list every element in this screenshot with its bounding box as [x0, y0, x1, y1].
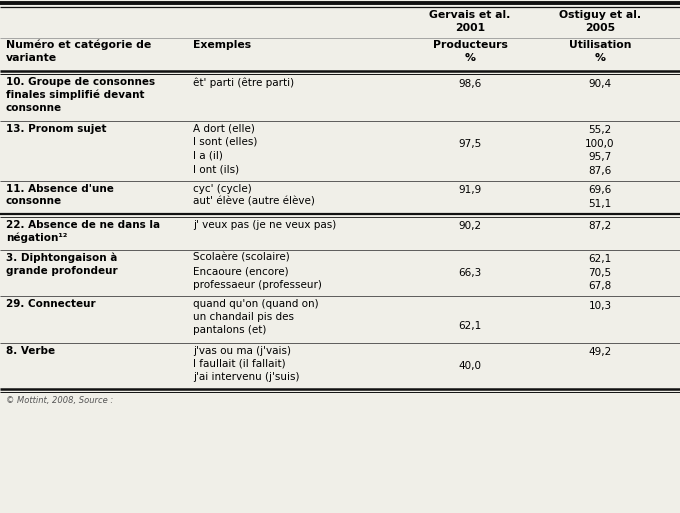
Text: 70,5: 70,5	[588, 268, 611, 278]
Text: I sont (elles): I sont (elles)	[193, 137, 257, 147]
Text: j'ai intervenu (j'suis): j'ai intervenu (j'suis)	[193, 372, 299, 383]
Text: êt' parti (être parti): êt' parti (être parti)	[193, 77, 294, 88]
Text: 67,8: 67,8	[588, 281, 611, 291]
Text: Numéro et catégorie de
variante: Numéro et catégorie de variante	[6, 40, 151, 63]
Text: 40,0: 40,0	[458, 361, 481, 371]
Text: 8. Verbe: 8. Verbe	[6, 345, 55, 356]
Text: I faullait (il fallait): I faullait (il fallait)	[193, 359, 286, 369]
Text: © Mottint, 2008, Source :: © Mottint, 2008, Source :	[6, 396, 114, 405]
Text: 90,4: 90,4	[588, 79, 611, 89]
Text: 49,2: 49,2	[588, 347, 611, 357]
Text: 87,2: 87,2	[588, 221, 611, 231]
Text: 11. Absence d'une
consonne: 11. Absence d'une consonne	[6, 184, 114, 206]
Text: 97,5: 97,5	[458, 139, 481, 149]
Text: 69,6: 69,6	[588, 185, 611, 195]
Text: professaeur (professeur): professaeur (professeur)	[193, 280, 322, 289]
Text: 66,3: 66,3	[458, 268, 481, 278]
Text: Scolaère (scolaire): Scolaère (scolaire)	[193, 252, 290, 263]
Text: I ont (ils): I ont (ils)	[193, 164, 239, 174]
Text: j' veux pas (je ne veux pas): j' veux pas (je ne veux pas)	[193, 220, 336, 229]
Text: Ostiguy et al.
2005: Ostiguy et al. 2005	[559, 10, 641, 33]
Text: 90,2: 90,2	[458, 221, 481, 231]
Text: 29. Connecteur: 29. Connecteur	[6, 299, 96, 309]
Text: 55,2: 55,2	[588, 125, 611, 135]
Text: 62,1: 62,1	[588, 254, 611, 264]
Text: un chandail pis des
pantalons (et): un chandail pis des pantalons (et)	[193, 312, 294, 336]
Text: quand qu'on (quand on): quand qu'on (quand on)	[193, 299, 319, 309]
Text: 10. Groupe de consonnes
finales simplifié devant
consonne: 10. Groupe de consonnes finales simplifi…	[6, 77, 155, 113]
Text: Exemples: Exemples	[193, 40, 251, 50]
Text: cyc' (cycle): cyc' (cycle)	[193, 184, 252, 193]
Text: Gervais et al.
2001: Gervais et al. 2001	[429, 10, 511, 33]
Text: 100,0: 100,0	[585, 139, 615, 149]
Text: 95,7: 95,7	[588, 152, 611, 162]
Text: Encaoure (encore): Encaoure (encore)	[193, 266, 288, 276]
Text: 91,9: 91,9	[458, 185, 481, 195]
Text: I a (il): I a (il)	[193, 150, 223, 161]
Text: j'vas ou ma (j'vais): j'vas ou ma (j'vais)	[193, 345, 291, 356]
Text: Producteurs
%: Producteurs %	[432, 40, 507, 63]
Text: 13. Pronom sujet: 13. Pronom sujet	[6, 124, 107, 133]
Text: 22. Absence de ne dans la
négation¹²: 22. Absence de ne dans la négation¹²	[6, 220, 160, 243]
Text: Utilisation
%: Utilisation %	[568, 40, 631, 63]
Text: 87,6: 87,6	[588, 166, 611, 176]
Text: 10,3: 10,3	[588, 301, 611, 311]
Text: 3. Diphtongaison à
grande profondeur: 3. Diphtongaison à grande profondeur	[6, 252, 118, 276]
Text: 51,1: 51,1	[588, 199, 611, 209]
Text: 98,6: 98,6	[458, 79, 481, 89]
Text: aut' élève (autre élève): aut' élève (autre élève)	[193, 197, 315, 207]
Text: A dort (elle): A dort (elle)	[193, 124, 255, 133]
Text: 62,1: 62,1	[458, 321, 481, 331]
